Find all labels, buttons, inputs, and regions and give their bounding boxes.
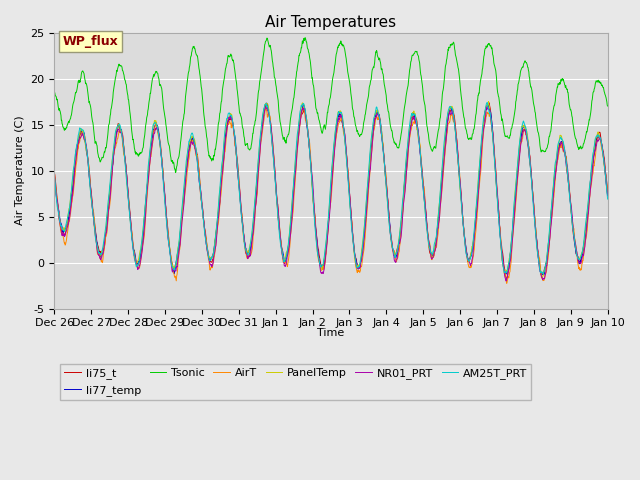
Line: AirT: AirT xyxy=(54,108,607,283)
Text: WP_flux: WP_flux xyxy=(63,35,118,48)
PanelTemp xyxy=(539,274,547,279)
AirT xyxy=(236,180,243,186)
PanelTemp xyxy=(484,98,492,104)
AirT xyxy=(51,169,58,175)
NR01_PRT xyxy=(539,277,547,283)
AM25T_PRT xyxy=(417,156,424,162)
NR01_PRT xyxy=(173,262,181,267)
PanelTemp xyxy=(417,155,424,160)
PanelTemp xyxy=(160,184,168,190)
li75_t xyxy=(173,256,181,262)
PanelTemp xyxy=(236,185,243,191)
PanelTemp xyxy=(490,141,497,147)
Tsonic xyxy=(604,103,611,109)
AM25T_PRT xyxy=(160,188,168,194)
li77_temp xyxy=(51,175,58,180)
AirT xyxy=(604,192,611,197)
AirT xyxy=(539,276,547,282)
Tsonic xyxy=(539,148,547,154)
li77_temp xyxy=(236,188,243,193)
Tsonic xyxy=(174,156,182,162)
X-axis label: Time: Time xyxy=(317,328,344,338)
NR01_PRT xyxy=(417,160,425,166)
li75_t xyxy=(502,276,510,282)
Y-axis label: Air Temperature (C): Air Temperature (C) xyxy=(15,116,25,226)
AM25T_PRT xyxy=(490,144,497,150)
li77_temp xyxy=(539,270,547,276)
Tsonic xyxy=(172,170,179,176)
AM25T_PRT xyxy=(483,99,491,105)
AirT xyxy=(173,268,181,274)
NR01_PRT xyxy=(262,104,269,110)
AM25T_PRT xyxy=(538,269,546,275)
PanelTemp xyxy=(604,192,611,198)
li77_temp xyxy=(538,272,546,278)
Line: Tsonic: Tsonic xyxy=(54,37,607,173)
Line: PanelTemp: PanelTemp xyxy=(54,101,607,277)
AM25T_PRT xyxy=(173,251,181,256)
li75_t xyxy=(160,183,168,189)
li77_temp xyxy=(173,251,181,256)
li75_t xyxy=(417,154,424,160)
Line: AM25T_PRT: AM25T_PRT xyxy=(54,102,607,274)
Title: Air Temperatures: Air Temperatures xyxy=(266,15,397,30)
AM25T_PRT xyxy=(604,196,611,202)
AM25T_PRT xyxy=(539,271,547,276)
li75_t xyxy=(604,187,611,193)
li77_temp xyxy=(417,162,425,168)
Tsonic xyxy=(490,60,498,66)
li77_temp xyxy=(262,100,270,106)
NR01_PRT xyxy=(604,193,611,199)
AM25T_PRT xyxy=(51,173,58,179)
AM25T_PRT xyxy=(236,190,243,195)
NR01_PRT xyxy=(490,140,497,146)
NR01_PRT xyxy=(236,184,243,190)
Tsonic xyxy=(418,77,426,83)
AirT xyxy=(300,105,307,110)
NR01_PRT xyxy=(160,182,168,188)
li75_t xyxy=(236,183,243,189)
AirT xyxy=(490,141,497,146)
Tsonic xyxy=(160,108,168,114)
li77_temp xyxy=(160,184,168,190)
li77_temp xyxy=(490,139,497,145)
PanelTemp xyxy=(538,275,546,280)
AirT xyxy=(160,182,168,188)
PanelTemp xyxy=(173,250,181,255)
NR01_PRT xyxy=(502,278,510,284)
AirT xyxy=(502,280,510,286)
Legend: li75_t, li77_temp, Tsonic, AirT, PanelTemp, NR01_PRT, AM25T_PRT: li75_t, li77_temp, Tsonic, AirT, PanelTe… xyxy=(60,364,531,400)
li75_t xyxy=(539,270,547,276)
PanelTemp xyxy=(51,174,58,180)
Line: NR01_PRT: NR01_PRT xyxy=(54,107,607,281)
Line: li75_t: li75_t xyxy=(54,103,607,279)
li75_t xyxy=(490,138,497,144)
NR01_PRT xyxy=(51,172,58,178)
li77_temp xyxy=(604,193,611,199)
li75_t xyxy=(51,170,58,176)
Tsonic xyxy=(236,110,244,116)
li75_t xyxy=(485,100,493,106)
Tsonic xyxy=(301,35,309,40)
Line: li77_temp: li77_temp xyxy=(54,103,607,275)
Tsonic xyxy=(51,90,58,96)
AirT xyxy=(417,163,425,168)
